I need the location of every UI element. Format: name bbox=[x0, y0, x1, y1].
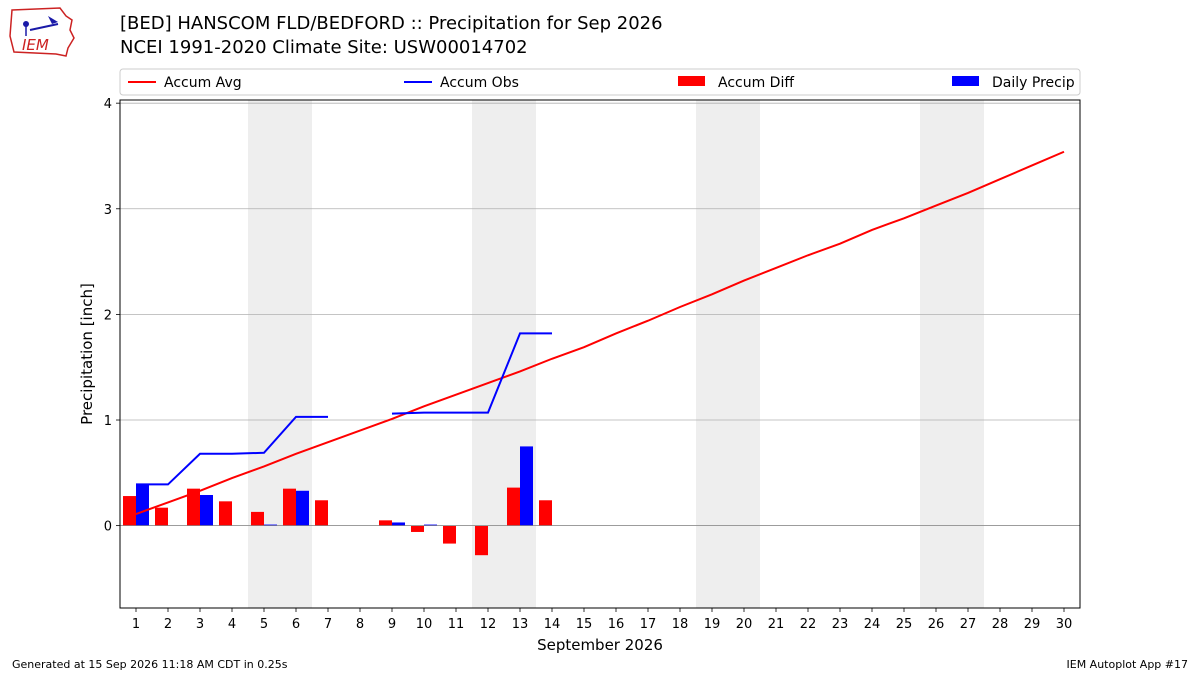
x-tick-label-9: 9 bbox=[388, 617, 396, 632]
accum-obs-line-0 bbox=[136, 415, 328, 486]
title-line-1: [BED] HANSCOM FLD/BEDFORD :: Precipitati… bbox=[120, 13, 663, 34]
x-tick-label-25: 25 bbox=[896, 617, 913, 632]
daily-precip-bar-6 bbox=[296, 490, 309, 526]
x-tick-label-3: 3 bbox=[196, 617, 204, 632]
daily-precip-bar-5 bbox=[264, 524, 277, 526]
x-tick-label-21: 21 bbox=[768, 617, 785, 632]
iem-logo-icon: IEM bbox=[9, 7, 75, 57]
weekend-shade-3 bbox=[920, 100, 984, 608]
y-tick-label-4: 4 bbox=[104, 97, 112, 112]
y-tick-label-1: 1 bbox=[104, 414, 112, 429]
x-tick-label-20: 20 bbox=[736, 617, 753, 632]
x-tick-label-22: 22 bbox=[800, 617, 817, 632]
y-tick-label-3: 3 bbox=[104, 203, 112, 218]
accum-avg-line bbox=[135, 150, 1065, 515]
y-tick-label-0: 0 bbox=[104, 520, 112, 535]
y-axis-label: Precipitation [inch] bbox=[78, 283, 96, 425]
x-tick-label-28: 28 bbox=[992, 617, 1009, 632]
y-tick-label-2: 2 bbox=[104, 308, 112, 323]
x-tick-label-12: 12 bbox=[480, 617, 497, 632]
legend-swatch-daily-precip bbox=[952, 76, 979, 86]
iem-logo: IEM bbox=[8, 6, 80, 62]
x-tick-label-10: 10 bbox=[416, 617, 433, 632]
accum-diff-bar-4 bbox=[219, 501, 232, 526]
chart-title: [BED] HANSCOM FLD/BEDFORD :: Precipitati… bbox=[120, 12, 663, 60]
weekend-shade-0 bbox=[248, 100, 312, 608]
x-tick-label-23: 23 bbox=[832, 617, 849, 632]
legend-label-accum-diff: Accum Diff bbox=[718, 75, 794, 91]
accum-diff-bar-13 bbox=[507, 487, 520, 526]
weekend-shade-2 bbox=[696, 100, 760, 608]
x-tick-label-15: 15 bbox=[576, 617, 593, 632]
legend-box bbox=[119, 68, 1081, 96]
x-tick-label-6: 6 bbox=[292, 617, 300, 632]
x-tick-label-19: 19 bbox=[704, 617, 721, 632]
accum-diff-bar-5 bbox=[251, 511, 264, 526]
daily-precip-bar-13 bbox=[520, 446, 533, 526]
x-tick-label-17: 17 bbox=[640, 617, 657, 632]
x-tick-label-11: 11 bbox=[448, 617, 465, 632]
x-tick-label-8: 8 bbox=[356, 617, 364, 632]
x-tick-label-14: 14 bbox=[544, 617, 561, 632]
x-tick-label-26: 26 bbox=[928, 617, 945, 632]
x-tick-label-18: 18 bbox=[672, 617, 689, 632]
accum-diff-bar-14 bbox=[539, 500, 552, 526]
x-tick-label-4: 4 bbox=[228, 617, 236, 632]
accum-diff-bar-10 bbox=[411, 525, 424, 532]
legend-label-accum-avg: Accum Avg bbox=[164, 75, 242, 91]
x-axis-label: September 2026 bbox=[537, 636, 663, 654]
footer-app: IEM Autoplot App #17 bbox=[1066, 658, 1189, 671]
accum-diff-bar-2 bbox=[155, 507, 168, 526]
title-line-2: NCEI 1991-2020 Climate Site: USW00014702 bbox=[120, 37, 528, 58]
x-tick-label-29: 29 bbox=[1024, 617, 1041, 632]
accum-diff-bar-7 bbox=[315, 500, 328, 526]
iem-logo-text: IEM bbox=[22, 36, 49, 54]
x-tick-label-24: 24 bbox=[864, 617, 881, 632]
accum-diff-bar-3 bbox=[187, 488, 200, 526]
x-tick-label-16: 16 bbox=[608, 617, 625, 632]
x-tick-label-13: 13 bbox=[512, 617, 529, 632]
x-tick-label-27: 27 bbox=[960, 617, 977, 632]
legend: Accum Avg Accum Obs Accum Diff Daily Precip bbox=[119, 68, 1081, 96]
accum-diff-bar-1 bbox=[123, 496, 136, 526]
accum-diff-bar-9 bbox=[379, 520, 392, 526]
x-tick-label-5: 5 bbox=[260, 617, 268, 632]
legend-label-daily-precip: Daily Precip bbox=[992, 75, 1075, 91]
daily-precip-bar-1 bbox=[136, 484, 149, 526]
x-tick-label-1: 1 bbox=[132, 617, 140, 632]
x-tick-label-2: 2 bbox=[164, 617, 172, 632]
x-tick-label-7: 7 bbox=[324, 617, 332, 632]
daily-precip-bar-3 bbox=[200, 494, 213, 526]
accum-obs-line-1 bbox=[391, 332, 552, 415]
plot-frame bbox=[119, 99, 1081, 609]
accum-diff-bar-6 bbox=[283, 488, 296, 526]
x-tick-label-30: 30 bbox=[1056, 617, 1073, 632]
accum-diff-bar-12 bbox=[475, 525, 488, 556]
legend-label-accum-obs: Accum Obs bbox=[440, 75, 519, 91]
legend-swatch-accum-diff bbox=[678, 76, 705, 86]
daily-precip-bar-9 bbox=[392, 522, 405, 526]
footer-generated: Generated at 15 Sep 2026 11:18 AM CDT in… bbox=[12, 658, 288, 671]
accum-diff-bar-11 bbox=[443, 525, 456, 544]
daily-precip-bar-10 bbox=[424, 524, 437, 526]
